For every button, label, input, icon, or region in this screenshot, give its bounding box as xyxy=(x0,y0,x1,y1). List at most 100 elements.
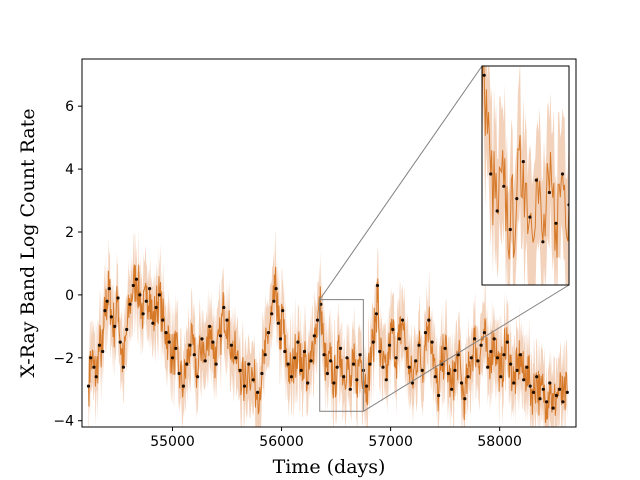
inset-data-point xyxy=(521,160,525,164)
data-point xyxy=(427,318,431,322)
data-point xyxy=(188,343,192,347)
x-tick-label: 55000 xyxy=(150,434,195,450)
data-point xyxy=(164,331,168,335)
data-point xyxy=(148,287,152,291)
data-point xyxy=(437,393,441,398)
data-point xyxy=(234,356,238,360)
x-tick-label: 57000 xyxy=(368,434,413,450)
data-point xyxy=(545,400,549,404)
data-point xyxy=(522,378,526,382)
data-point xyxy=(450,387,454,391)
inset-data-point xyxy=(515,197,519,201)
x-axis-title: Time (days) xyxy=(273,456,386,478)
data-point xyxy=(118,340,122,344)
x-tick-label: 58000 xyxy=(477,434,522,450)
data-point xyxy=(211,340,215,344)
y-axis: −4 −2 0 2 4 6 xyxy=(53,99,82,430)
y-tick-label: 2 xyxy=(65,225,74,241)
data-point xyxy=(554,393,559,398)
data-point xyxy=(348,387,352,391)
y-tick-label: 0 xyxy=(65,288,74,304)
data-point xyxy=(306,381,310,385)
data-point xyxy=(86,384,91,388)
zoom-rectangle xyxy=(319,299,364,412)
data-point xyxy=(274,287,278,291)
data-point xyxy=(116,296,120,300)
data-point xyxy=(222,305,226,310)
data-point xyxy=(97,343,101,347)
data-point xyxy=(466,375,470,379)
data-point xyxy=(459,381,464,385)
data-point xyxy=(89,356,93,360)
data-point xyxy=(355,378,359,382)
data-point xyxy=(181,384,185,388)
data-point xyxy=(486,365,490,369)
data-point xyxy=(151,321,155,325)
data-point xyxy=(131,283,135,288)
inset-frame xyxy=(481,65,570,286)
data-point xyxy=(358,353,362,357)
data-point xyxy=(479,343,483,347)
data-point xyxy=(325,371,329,376)
plot-frame xyxy=(81,58,577,428)
data-point xyxy=(174,346,178,350)
model-line xyxy=(88,264,568,423)
data-point xyxy=(515,368,519,372)
data-point xyxy=(105,299,109,303)
data-point xyxy=(256,390,260,394)
inset-data-point xyxy=(554,221,558,225)
data-point xyxy=(495,356,500,360)
y-tick-label: −2 xyxy=(53,351,74,367)
data-point xyxy=(200,337,204,341)
data-point xyxy=(538,397,542,401)
data-point xyxy=(121,365,125,369)
data-point xyxy=(430,340,434,344)
data-point xyxy=(492,337,496,341)
inset-data-point xyxy=(495,209,499,213)
data-point xyxy=(332,381,336,385)
data-point xyxy=(134,277,139,281)
data-point xyxy=(154,305,158,310)
data-point xyxy=(208,324,212,328)
data-point xyxy=(551,406,555,410)
data-point xyxy=(229,343,233,347)
inset-data-point xyxy=(502,184,506,188)
data-point xyxy=(299,368,303,372)
inset-data-point xyxy=(528,215,532,219)
inset-data-point xyxy=(508,227,512,232)
data-point xyxy=(266,331,271,335)
data-point xyxy=(283,349,287,354)
data-point xyxy=(225,318,229,322)
data-point xyxy=(196,375,200,379)
inset-plot xyxy=(482,66,569,285)
data-point xyxy=(161,318,165,322)
data-point xyxy=(345,356,349,360)
data-point xyxy=(509,362,513,366)
data-point xyxy=(338,346,343,350)
data-point xyxy=(276,321,280,325)
data-point xyxy=(375,283,380,288)
data-point xyxy=(391,327,395,332)
y-tick-label: −4 xyxy=(53,414,74,430)
x-tick-label: 56000 xyxy=(259,434,304,450)
data-point xyxy=(565,390,569,394)
x-axis: 55000 56000 57000 58000 xyxy=(150,427,522,450)
data-point xyxy=(548,381,552,385)
data-point xyxy=(368,362,372,366)
data-point xyxy=(407,365,411,369)
inset-zoom xyxy=(481,65,570,286)
data-point xyxy=(185,362,189,366)
data-point xyxy=(128,302,132,306)
data-point xyxy=(141,312,145,316)
data-point xyxy=(378,349,382,354)
data-point xyxy=(94,375,98,379)
data-point xyxy=(351,362,356,366)
data-point xyxy=(107,287,111,291)
data-point xyxy=(463,397,467,401)
data-point xyxy=(541,387,545,391)
data-point xyxy=(167,340,171,344)
zoom-region xyxy=(319,65,570,412)
data-point xyxy=(302,349,307,354)
data-point xyxy=(420,368,424,372)
data-point xyxy=(365,384,369,388)
